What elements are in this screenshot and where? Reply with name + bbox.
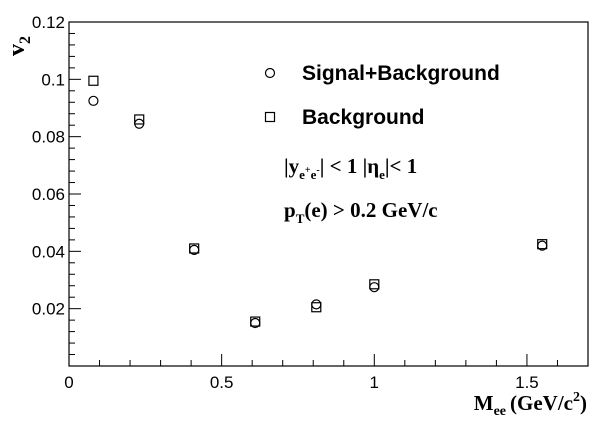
y-axis-title: v2 — [4, 36, 34, 56]
x-axis-title-sub: ee — [494, 404, 506, 419]
y-tick-label: 0.02 — [32, 300, 65, 319]
background-point — [369, 279, 380, 290]
annotation-pt-cut: pT(e) > 0.2 GeV/c — [284, 198, 438, 226]
svg-text:v2: v2 — [4, 36, 34, 56]
y-tick-labels: 0.02 0.04 0.06 0.08 0.1 0.12 — [32, 13, 65, 319]
x-tick-label: 0.5 — [210, 373, 234, 392]
y-tick-label: 0.06 — [32, 185, 65, 204]
x-axis-title-main: M — [474, 391, 494, 415]
y-tick-label: 0.08 — [32, 128, 65, 147]
background-point — [311, 302, 322, 313]
y-tick-label: 0.04 — [32, 242, 65, 261]
background-point — [134, 114, 145, 125]
x-tick-label: 0 — [64, 373, 73, 392]
x-axis-title-close: ) — [580, 391, 587, 415]
x-tick-label: 1 — [370, 373, 379, 392]
legend: Signal+Background Background — [264, 62, 500, 129]
legend-label-background: Background — [302, 106, 425, 129]
legend-circle-marker — [264, 67, 276, 79]
y-axis-title-main: v — [4, 44, 30, 56]
background-point — [88, 75, 99, 86]
data-markers — [88, 75, 548, 329]
background-point — [189, 243, 200, 254]
signal-background-point — [88, 95, 99, 106]
x-tick-labels: 0 0.5 1 1.5 — [64, 373, 538, 392]
x-tick-label: 1.5 — [515, 373, 539, 392]
signal-background-point — [369, 282, 380, 293]
x-axis-title-unit: (GeV/c — [510, 391, 573, 415]
y-tick-label: 0.1 — [41, 70, 65, 89]
legend-square-marker — [264, 111, 276, 123]
x-axis-title-sup: 2 — [573, 390, 580, 405]
annotation-rapidity-cut: |ye+e-| < 1 |ηe|< 1 — [284, 154, 417, 182]
x-axis-title: Mee (GeV/c2) — [474, 390, 587, 419]
y-tick-label: 0.12 — [32, 13, 65, 32]
legend-label-signal: Signal+Background — [302, 62, 500, 85]
background-point — [537, 239, 548, 250]
y-axis-title-sub: 2 — [17, 36, 34, 44]
ticks — [68, 21, 589, 367]
background-point — [250, 316, 261, 327]
signal-background-point — [311, 299, 322, 310]
